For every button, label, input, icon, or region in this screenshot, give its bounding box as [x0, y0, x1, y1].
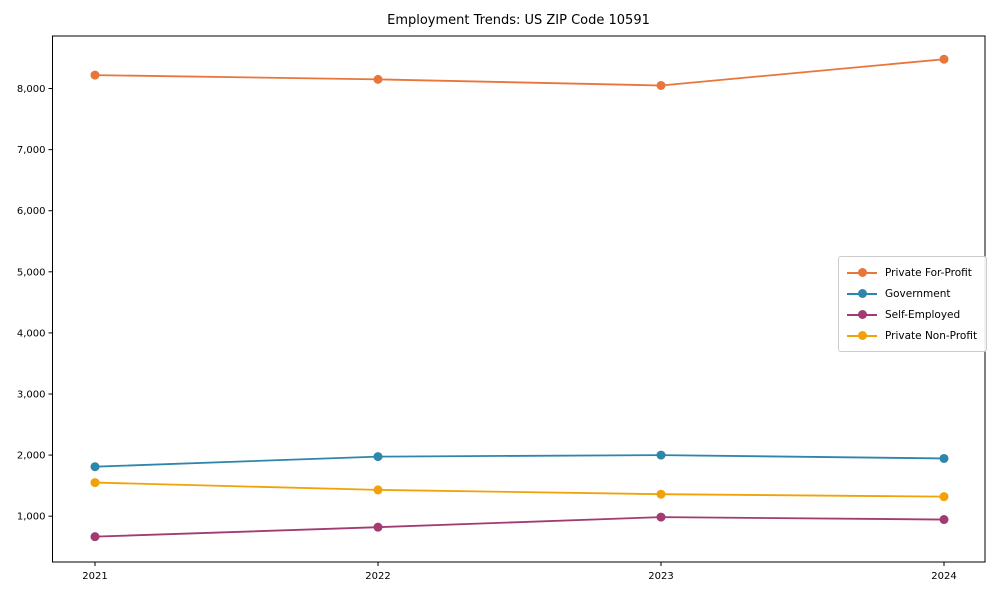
legend-label: Private For-Profit: [885, 266, 972, 279]
data-point-private-for-profit-2022: [373, 74, 383, 84]
legend-item-government: Government: [847, 283, 977, 304]
legend: Private For-Profit Government Self-Employe…: [838, 256, 988, 352]
data-point-self-employed-2022: [373, 522, 383, 532]
y-tick-label: 5,000: [17, 267, 46, 278]
x-tick-label: 2024: [931, 571, 956, 582]
data-point-self-employed-2023: [656, 512, 666, 522]
data-point-government-2024: [939, 453, 949, 463]
series-line-self-employed: [94, 516, 945, 538]
data-point-private-non-profit-2021: [90, 478, 100, 488]
legend-label: Self-Employed: [885, 308, 961, 321]
data-point-self-employed-2021: [90, 532, 100, 542]
x-tick-label: 2022: [365, 571, 390, 582]
data-point-private-for-profit-2023: [656, 80, 666, 90]
legend-label: Private Non-Profit: [885, 329, 978, 342]
y-tick-label: 8,000: [17, 84, 46, 95]
y-tick-label: 2,000: [17, 451, 46, 462]
y-tick-label: 1,000: [17, 512, 46, 523]
data-point-self-employed-2024: [939, 515, 949, 525]
y-tick-label: 3,000: [17, 389, 46, 400]
y-tick-label: 6,000: [17, 206, 46, 217]
legend-item-private-for-profit: Private For-Profit: [847, 262, 977, 283]
series-line-government: [94, 454, 945, 468]
legend-marker-icon: [847, 268, 877, 277]
data-point-private-for-profit-2024: [939, 54, 949, 64]
data-point-private-non-profit-2022: [373, 485, 383, 495]
data-point-government-2023: [656, 450, 666, 460]
legend-label: Government: [885, 287, 951, 300]
x-tick-label: 2021: [82, 571, 107, 582]
y-tick-label: 4,000: [17, 328, 46, 339]
series-line-private-for-profit: [94, 58, 945, 87]
data-point-government-2022: [373, 452, 383, 462]
legend-marker-icon: [847, 310, 877, 319]
legend-marker-icon: [847, 289, 877, 298]
y-tick-label: 7,000: [17, 145, 46, 156]
chart-title: Employment Trends: US ZIP Code 10591: [387, 13, 650, 28]
series-line-private-non-profit: [94, 481, 945, 498]
data-point-government-2021: [90, 462, 100, 472]
legend-item-self-employed: Self-Employed: [847, 304, 977, 325]
data-point-private-for-profit-2021: [90, 70, 100, 80]
data-point-private-non-profit-2023: [656, 489, 666, 499]
legend-item-private-non-profit: Private Non-Profit: [847, 325, 977, 346]
legend-marker-icon: [847, 331, 877, 340]
data-point-private-non-profit-2024: [939, 492, 949, 502]
x-tick-label: 2023: [648, 571, 673, 582]
